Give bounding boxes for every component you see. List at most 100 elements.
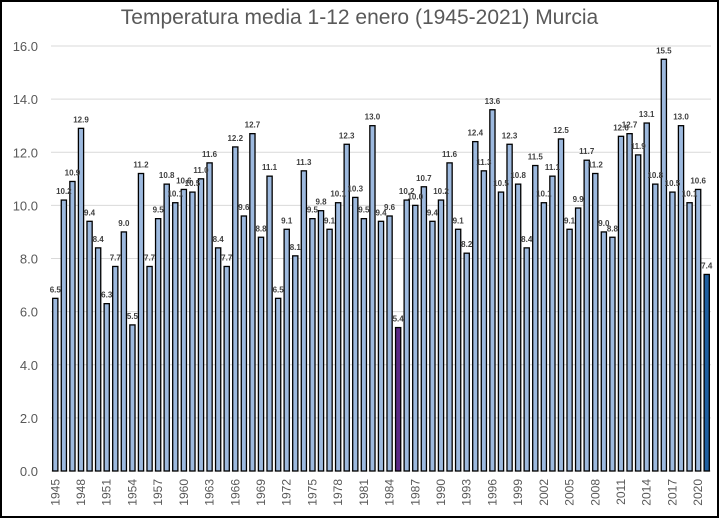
- data-label: 11.9: [631, 142, 647, 151]
- data-label: 8.8: [607, 224, 619, 233]
- data-label: 7.7: [144, 253, 156, 262]
- bar: [549, 175, 556, 472]
- data-label: 12.5: [553, 126, 569, 135]
- data-label: 6.5: [273, 285, 285, 294]
- data-label: 11.2: [133, 161, 149, 170]
- x-tick-label: 2014: [640, 479, 654, 506]
- bar: [694, 188, 702, 472]
- bar: [163, 183, 170, 472]
- data-label: 10.8: [510, 171, 526, 180]
- x-tick-label: 1975: [305, 479, 319, 506]
- data-label: 10.1: [330, 190, 346, 199]
- bar: [472, 140, 479, 472]
- bar: [300, 170, 308, 472]
- data-label: 9.1: [281, 216, 293, 225]
- x-tick-label: 1948: [74, 479, 88, 506]
- x-tick-label: 1969: [254, 479, 268, 506]
- data-label: 11.5: [528, 153, 544, 162]
- x-tick-label: 2017: [665, 479, 679, 506]
- data-label: 10.1: [536, 190, 552, 199]
- data-label: 12.6: [613, 123, 629, 132]
- data-label: 7.7: [221, 253, 233, 262]
- bar: [352, 196, 359, 472]
- bar: [377, 220, 385, 472]
- bar: [626, 133, 633, 472]
- bar: [343, 143, 350, 472]
- data-label: 12.3: [339, 131, 355, 140]
- bar: [197, 178, 205, 472]
- data-label: 11.6: [442, 150, 458, 159]
- x-tick-label: 1966: [228, 479, 242, 506]
- x-axis-ticks: 1945 1948 1951 1954 1957 1960 1963 1966 1969 1972…: [48, 479, 705, 506]
- bar: [120, 231, 128, 472]
- bar: [60, 199, 68, 472]
- bars: [52, 58, 710, 472]
- x-tick-label: 1993: [460, 479, 474, 506]
- data-label: 11.0: [193, 166, 209, 175]
- data-label: 10.5: [493, 179, 509, 188]
- y-tick-label: 8.0: [20, 252, 38, 267]
- bar: [480, 170, 488, 472]
- bar: [394, 326, 402, 472]
- data-label: 9.5: [153, 206, 165, 215]
- data-label: 10.5: [665, 179, 681, 188]
- bar: [86, 220, 93, 472]
- x-tick-label: 1978: [331, 479, 345, 506]
- bar: [463, 252, 470, 472]
- bar: [274, 297, 282, 472]
- data-labels: 6.5 10.2 10.9 12.9 9.4 8.4 6.3 7.7 9.0 5.5 11.2 7.7…: [50, 46, 713, 323]
- data-label: 8.4: [213, 235, 225, 244]
- bar: [180, 188, 188, 472]
- y-tick-label: 12.0: [13, 145, 38, 160]
- y-axis-ticks: 0.0 2.0 4.0 6.0 8.0 10.0 12.0 14.0 16.0: [13, 39, 38, 479]
- x-tick-label: 1972: [280, 479, 294, 506]
- bar: [112, 265, 119, 472]
- bar: [532, 164, 539, 472]
- data-label: 12.7: [245, 121, 261, 130]
- bar: [540, 202, 548, 472]
- x-tick-label: 2011: [614, 479, 628, 505]
- y-tick-label: 4.0: [20, 358, 38, 373]
- data-label: 10.2: [56, 187, 72, 196]
- data-label: 9.1: [564, 216, 576, 225]
- data-label: 13.1: [639, 110, 655, 119]
- bar: [77, 127, 85, 472]
- bar: [609, 236, 616, 472]
- data-label: 11.2: [588, 161, 604, 170]
- x-tick-label: 1951: [100, 479, 114, 506]
- bar: [523, 247, 530, 472]
- bar: [557, 138, 565, 472]
- data-label: 10.7: [416, 174, 432, 183]
- data-label: 11.1: [262, 163, 278, 172]
- bar: [240, 215, 248, 472]
- data-label: 10.1: [682, 190, 698, 199]
- data-label: 7.4: [701, 261, 713, 270]
- data-label: 8.4: [93, 235, 105, 244]
- bar: [189, 191, 196, 472]
- bar: [214, 247, 222, 472]
- bar: [266, 175, 273, 472]
- x-tick-label: 1996: [485, 479, 499, 506]
- x-tick-label: 2008: [588, 479, 602, 506]
- data-label: 10.0: [407, 192, 423, 201]
- data-label: 10.8: [159, 171, 175, 180]
- bar: [566, 228, 573, 472]
- data-label: 9.5: [358, 206, 370, 215]
- data-label: 5.5: [127, 312, 139, 321]
- bar: [317, 210, 325, 472]
- y-tick-label: 14.0: [13, 92, 38, 107]
- data-label: 9.0: [118, 219, 130, 228]
- chart-title: Temperatura media 1-12 enero (1945-2021)…: [120, 6, 599, 29]
- bar: [206, 162, 213, 472]
- data-label: 9.8: [315, 198, 327, 207]
- data-label: 9.1: [324, 216, 336, 225]
- data-label: 10.2: [433, 187, 449, 196]
- y-tick-label: 6.0: [20, 305, 38, 320]
- bar: [703, 273, 710, 472]
- data-label: 9.4: [375, 208, 387, 217]
- x-tick-label: 2020: [691, 479, 705, 506]
- bar: [52, 297, 59, 472]
- data-label: 12.7: [622, 121, 638, 130]
- data-label: 10.8: [647, 171, 663, 180]
- data-label: 9.9: [573, 195, 585, 204]
